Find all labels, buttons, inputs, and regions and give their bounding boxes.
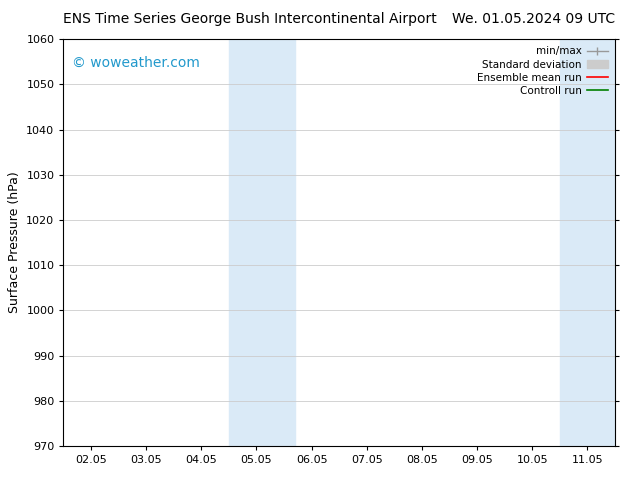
Legend: min/max, Standard deviation, Ensemble mean run, Controll run: min/max, Standard deviation, Ensemble me… [473,42,612,100]
Bar [229,39,295,446]
Bar [560,39,615,446]
Y-axis label: Surface Pressure (hPa): Surface Pressure (hPa) [8,172,21,314]
Text: © woweather.com: © woweather.com [72,55,200,70]
Text: We. 01.05.2024 09 UTC: We. 01.05.2024 09 UTC [452,12,615,26]
Text: ENS Time Series George Bush Intercontinental Airport: ENS Time Series George Bush Intercontine… [63,12,437,26]
